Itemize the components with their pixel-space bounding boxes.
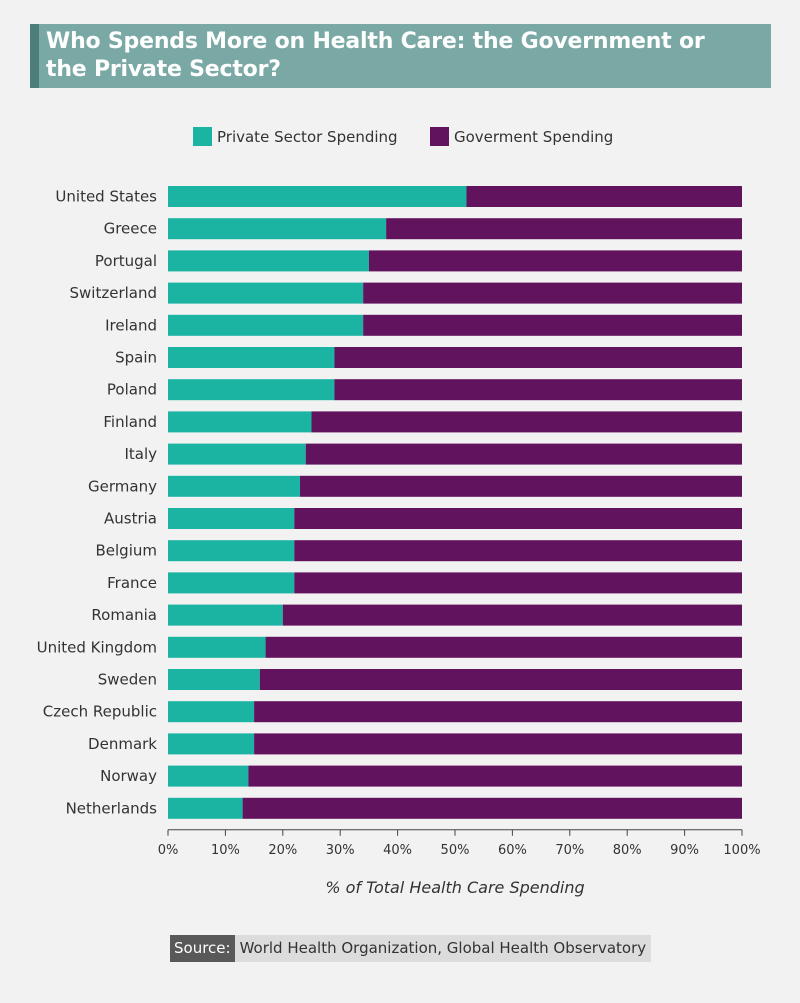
title-bar: Who Spends More on Health Care: the Gove… — [30, 24, 771, 88]
category-label: United Kingdom — [37, 638, 157, 656]
bar-private-7 — [168, 411, 312, 433]
legend-label-private: Private Sector Spending — [217, 127, 398, 146]
bar-government-19 — [242, 797, 742, 819]
bar-private-14 — [168, 636, 266, 658]
x-tick-label: 20% — [268, 843, 297, 858]
x-tick-label: 0% — [158, 843, 179, 858]
category-label: Italy — [124, 445, 157, 463]
bar-private-16 — [168, 701, 255, 723]
bar-private-10 — [168, 508, 295, 529]
bar-government-3 — [363, 282, 742, 304]
chart-title: Who Spends More on Health Care: the Gove… — [46, 29, 705, 82]
legend-swatch-government — [430, 127, 449, 146]
x-tick-label: 60% — [498, 843, 527, 858]
category-label: Finland — [103, 413, 157, 431]
bar-government-13 — [282, 604, 742, 626]
bar-private-17 — [168, 733, 255, 755]
category-label: United States — [55, 188, 157, 206]
category-label: Sweden — [98, 671, 157, 689]
category-label: France — [107, 574, 157, 592]
bar-private-18 — [168, 765, 249, 787]
bar-government-10 — [294, 508, 742, 529]
legend-item-private: Private Sector Spending — [193, 127, 398, 146]
bar-government-18 — [248, 765, 743, 787]
category-label: Norway — [100, 767, 157, 785]
legend-label-government: Goverment Spending — [454, 127, 614, 146]
bar-government-11 — [294, 540, 742, 562]
bar-government-15 — [259, 669, 742, 690]
bar-private-15 — [168, 669, 260, 690]
bar-government-1 — [386, 218, 742, 240]
bar-government-14 — [265, 636, 742, 658]
bar-government-17 — [254, 733, 742, 755]
bar-chart: United States Greece Portugal Switzerland Ir… — [37, 186, 761, 858]
legend-swatch-private — [193, 127, 212, 146]
bar-private-19 — [168, 797, 243, 819]
source: Source: World Health Organization, Globa… — [170, 935, 652, 962]
x-tick-label: 80% — [613, 843, 642, 858]
bar-private-3 — [168, 282, 364, 304]
legend-item-government: Goverment Spending — [430, 127, 613, 146]
bar-private-0 — [168, 186, 467, 207]
bar-private-11 — [168, 540, 295, 562]
category-label: Poland — [107, 381, 157, 399]
x-tick-label: 30% — [326, 843, 355, 858]
x-tick-label: 50% — [441, 843, 470, 858]
bar-government-16 — [254, 701, 742, 723]
source-text: World Health Organization, Global Health… — [234, 935, 652, 962]
x-tick-label: 40% — [383, 843, 412, 858]
bar-private-12 — [168, 572, 295, 594]
category-label: Switzerland — [70, 284, 158, 302]
bar-private-5 — [168, 347, 335, 368]
bar-government-8 — [305, 443, 742, 465]
category-label: Czech Republic — [43, 703, 157, 721]
category-label: Belgium — [96, 542, 158, 560]
x-tick-label: 90% — [670, 843, 699, 858]
category-label: Spain — [115, 349, 157, 367]
category-label: Denmark — [88, 735, 157, 753]
bar-government-9 — [300, 475, 742, 497]
bar-government-12 — [294, 572, 742, 594]
x-axis-title: % of Total Health Care Spending — [325, 878, 585, 897]
source-tag: Source: — [170, 935, 235, 962]
category-label: Netherlands — [66, 799, 158, 817]
title-accent — [30, 24, 39, 88]
bar-government-6 — [334, 379, 742, 401]
x-tick-label: 10% — [211, 843, 240, 858]
category-label: Austria — [104, 510, 157, 528]
category-label: Germany — [88, 477, 157, 495]
bar-private-6 — [168, 379, 335, 401]
bar-private-8 — [168, 443, 306, 465]
legend: Private Sector Spending Goverment Spendi… — [0, 127, 800, 149]
x-tick-label: 70% — [555, 843, 584, 858]
bar-private-9 — [168, 475, 301, 497]
bar-government-2 — [368, 250, 742, 272]
bar-government-0 — [466, 186, 742, 207]
bar-private-2 — [168, 250, 369, 272]
bar-private-13 — [168, 604, 283, 626]
category-label: Ireland — [105, 316, 157, 334]
category-label: Portugal — [95, 252, 157, 270]
bar-government-4 — [363, 314, 742, 336]
bar-private-1 — [168, 218, 387, 240]
x-tick-label: 100% — [723, 843, 760, 858]
bar-government-7 — [311, 411, 742, 433]
bar-government-5 — [334, 347, 742, 368]
category-label: Romania — [91, 606, 157, 624]
category-label: Greece — [104, 220, 157, 238]
bar-private-4 — [168, 314, 364, 336]
